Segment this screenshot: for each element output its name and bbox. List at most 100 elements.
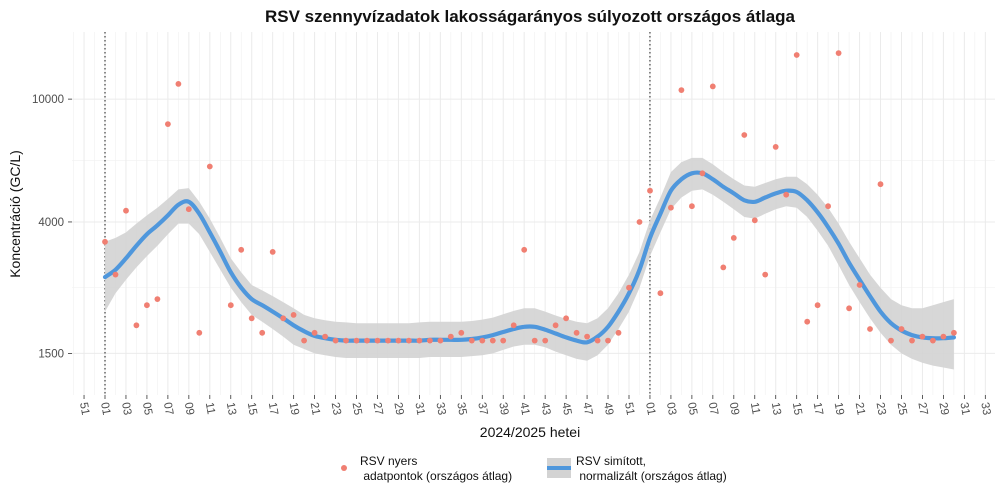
raw-data-point: [867, 326, 873, 332]
raw-data-point: [951, 329, 957, 336]
raw-data-point: [447, 333, 454, 340]
confidence-band: [105, 157, 954, 370]
legend-key-raw-points: [341, 465, 347, 471]
x-tick-label: 01: [643, 401, 657, 416]
raw-data-point: [238, 246, 245, 253]
x-tick-label: 31: [412, 401, 426, 416]
raw-data-point: [112, 271, 119, 278]
x-tick-label: 33: [978, 401, 992, 416]
x-tick-label: 33: [433, 401, 447, 416]
raw-data-point: [175, 81, 182, 87]
raw-data-point: [395, 337, 402, 344]
x-tick-label: 49: [601, 401, 615, 416]
raw-data-point: [751, 217, 758, 224]
raw-data-point: [720, 264, 727, 271]
plot-area: 1500 4000 10000 51 01 03 05 07 09 11 13 15 17 19 21 23 2…: [32, 32, 995, 416]
x-tick-label: 19: [832, 401, 846, 416]
raw-data-point: [825, 203, 831, 210]
raw-data-point: [709, 83, 716, 90]
y-tick-label: 1500: [38, 348, 64, 360]
x-tick-label: 11: [748, 401, 762, 415]
x-tick-label: 03: [664, 401, 678, 416]
x-tick-label: 39: [496, 401, 510, 416]
raw-data-point: [374, 337, 381, 344]
x-tick-label: 05: [685, 401, 699, 416]
legend-label-line: RSV simított,: [576, 454, 646, 468]
chart-title: RSV szennyvízadatok lakosságarányos súly…: [265, 7, 796, 26]
raw-data-point: [269, 249, 276, 255]
raw-data-point: [730, 235, 737, 241]
x-tick-label: 21: [308, 401, 322, 416]
raw-data-point: [165, 121, 171, 127]
x-tick-label: 51: [77, 401, 91, 416]
x-tick-label: 51: [622, 401, 636, 416]
raw-data-point: [689, 203, 695, 210]
raw-data-point: [699, 170, 706, 177]
raw-data-point: [144, 302, 150, 309]
raw-data-point: [552, 322, 559, 329]
x-tick-label: 13: [224, 401, 238, 416]
y-axis-title: Koncentráció (GC/L): [7, 150, 23, 278]
raw-data-point: [102, 238, 108, 245]
x-tick-label: 15: [245, 401, 259, 416]
raw-data-point: [311, 329, 318, 336]
raw-data-point: [437, 337, 444, 344]
x-tick-label: 03: [119, 401, 133, 416]
x-tick-label: 23: [329, 401, 343, 416]
raw-data-point: [531, 337, 538, 344]
raw-data-point: [259, 329, 266, 336]
x-tick-label: 25: [350, 401, 364, 416]
raw-data-point: [762, 271, 769, 278]
raw-data-point: [594, 337, 601, 344]
x-tick-label: 45: [559, 401, 573, 416]
raw-data-point: [280, 315, 287, 322]
raw-data-point: [322, 333, 328, 340]
raw-data-point: [835, 50, 842, 56]
x-tick-label: 41: [517, 401, 531, 416]
legend-label-line: RSV nyers: [360, 454, 417, 468]
x-tick-label: 31: [957, 401, 971, 416]
x-tick-label: 17: [811, 401, 825, 416]
x-tick-label: 47: [580, 401, 594, 416]
raw-data-point: [877, 181, 884, 188]
raw-data-point: [521, 246, 528, 253]
raw-data-point: [406, 337, 412, 344]
y-tick-label: 4000: [38, 217, 64, 229]
raw-data-point: [458, 329, 465, 336]
raw-data-point: [940, 333, 947, 340]
legend-label-smoothed: RSV simított, normalizált (országos átla…: [576, 454, 727, 483]
raw-data-point: [898, 326, 905, 332]
x-tick-label: 13: [769, 401, 783, 416]
raw-data-point: [783, 191, 790, 198]
raw-data-point: [846, 305, 852, 312]
raw-data-point: [668, 204, 674, 211]
raw-data-point: [196, 329, 203, 336]
raw-data-point: [573, 329, 580, 336]
raw-data-point: [332, 337, 339, 344]
raw-data-point: [657, 290, 664, 297]
raw-data-point: [353, 337, 360, 344]
legend: RSV nyers adatpontok (országos átlag)RSV…: [341, 454, 727, 483]
raw-data-point: [772, 144, 779, 150]
legend-label-line: normalizált (országos átlag): [576, 469, 727, 483]
smoothed-series-line: [102, 170, 956, 345]
raw-data-point: [416, 337, 423, 344]
raw-data-point: [563, 315, 569, 322]
x-tick-label: 09: [727, 401, 741, 416]
raw-data-point: [615, 329, 622, 336]
raw-data-point: [909, 337, 915, 344]
raw-data-point: [814, 302, 821, 309]
raw-data-point: [636, 219, 643, 225]
raw-data-point: [479, 337, 486, 344]
x-tick-label: 15: [790, 401, 804, 416]
x-tick-label: 25: [895, 401, 909, 416]
raw-data-point: [248, 315, 255, 322]
raw-data-point: [301, 337, 307, 344]
raw-data-point: [793, 52, 800, 58]
raw-data-point: [385, 337, 391, 344]
raw-data-point: [510, 322, 517, 329]
raw-data-point: [343, 337, 349, 344]
x-tick-label: 17: [266, 401, 280, 416]
raw-data-point: [500, 337, 507, 344]
